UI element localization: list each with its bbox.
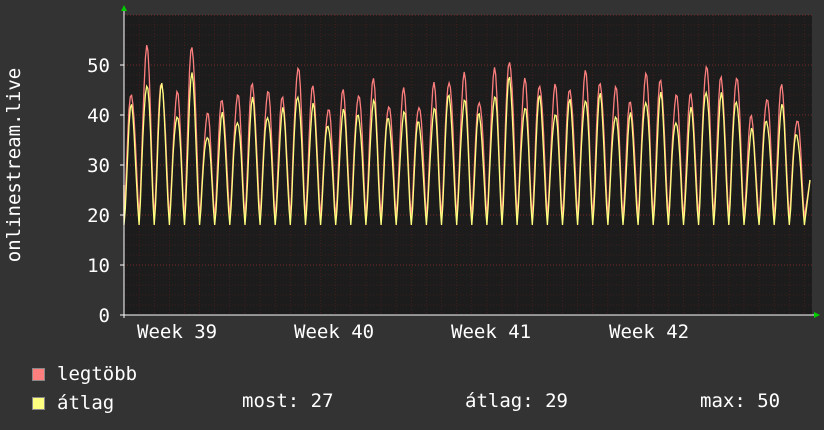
y-tick-label: 30 (87, 155, 110, 177)
x-tick-label: Week 40 (294, 321, 374, 343)
x-tick-label: Week 42 (609, 321, 689, 343)
legend-max-label: legtöbb (57, 363, 138, 385)
y-tick-label: 10 (87, 255, 110, 277)
y-tick-label: 20 (87, 205, 110, 227)
stat-max: max: 50 (700, 390, 781, 412)
legend-avg: átlag (32, 392, 114, 414)
y-tick-label: 50 (87, 55, 110, 77)
y-axis-label: onlinestream.live (3, 68, 25, 262)
legend-max-swatch (32, 367, 45, 381)
legend-avg-swatch (32, 396, 45, 410)
series-avg-line (123, 72, 811, 226)
stat-avg: átlag: 29 (465, 390, 568, 412)
y-axis-arrow (121, 5, 127, 11)
stat-now: most: 27 (242, 390, 334, 412)
legend-avg-label: átlag (57, 392, 115, 414)
axes (120, 5, 820, 318)
x-tick-label: Week 39 (137, 321, 217, 343)
x-axis-arrow (814, 312, 820, 318)
y-tick-labels: 0 10 20 30 40 50 (87, 55, 110, 327)
legend-max: legtöbb (32, 363, 137, 385)
x-tick-label: Week 41 (451, 321, 531, 343)
series-group (123, 45, 811, 226)
y-tick-label: 40 (87, 105, 110, 127)
series-max-line (123, 45, 811, 218)
x-tick-labels: Week 39 Week 40 Week 41 Week 42 (137, 321, 689, 343)
traffic-graph: 0 10 20 30 40 50 Week 39 Week 40 Week 41 Week 42… (3, 5, 820, 343)
y-tick-label: 0 (99, 305, 110, 327)
